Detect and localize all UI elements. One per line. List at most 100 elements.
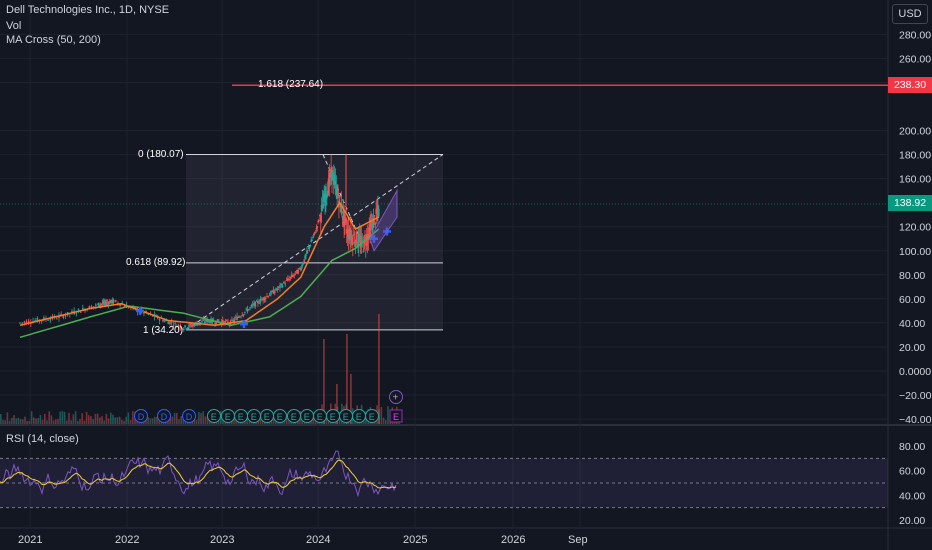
volume-bar: [50, 415, 53, 424]
time-axis-label: Sep: [568, 534, 588, 546]
candle-body: [199, 322, 202, 324]
volume-bar: [63, 411, 66, 424]
event-marker-label: E: [211, 412, 217, 422]
volume-bar: [127, 412, 130, 424]
volume-bar: [30, 411, 33, 424]
candle-body: [305, 254, 307, 256]
volume-bar: [70, 420, 72, 424]
candle-body: [331, 166, 333, 181]
volume-bar: [33, 417, 35, 424]
volume-indicator-label[interactable]: Vol: [6, 20, 22, 32]
candle-body: [266, 295, 268, 297]
candle-body: [292, 275, 294, 277]
volume-bar: [147, 417, 149, 424]
candle-body: [249, 307, 251, 309]
fib-level-0-label: 0 (180.07): [138, 149, 184, 160]
candle-body: [371, 219, 374, 232]
candle-body: [326, 196, 328, 199]
price-axis-tick: 200.00: [899, 126, 931, 138]
candle-body: [332, 171, 334, 181]
price-axis-tick: 60.00: [899, 294, 925, 306]
candle-body: [368, 223, 371, 230]
symbol-title[interactable]: Dell Technologies Inc., 1D, NYSE: [6, 4, 170, 16]
volume-bar: [46, 420, 48, 424]
candle-body: [95, 304, 97, 306]
candle-body: [183, 328, 185, 330]
candle-body: [205, 319, 207, 322]
volume-bar: [0, 414, 2, 424]
rsi-indicator-label[interactable]: RSI (14, close): [6, 433, 79, 445]
candle-body: [143, 312, 145, 314]
candle-body: [326, 191, 329, 197]
candle-body: [362, 251, 364, 253]
price-axis-tick: −20.00: [899, 390, 932, 402]
event-marker-label: E: [343, 412, 349, 422]
volume-bar: [176, 412, 178, 424]
volume-bar: [116, 417, 119, 424]
event-marker-label: E: [238, 412, 244, 422]
volume-bar: [26, 420, 28, 424]
candle-body: [196, 323, 198, 326]
candle-body: [214, 323, 216, 325]
volume-bar: [378, 409, 380, 424]
candle-body: [285, 279, 288, 281]
price-axis-tick: 160.00: [899, 174, 931, 186]
candle-body: [192, 324, 194, 326]
candle-body: [323, 193, 325, 202]
candle-body: [241, 314, 244, 316]
ma-cross-indicator-label[interactable]: MA Cross (50, 200): [6, 34, 101, 46]
volume-bar: [121, 419, 123, 424]
candle-body: [365, 244, 367, 246]
candle-body: [332, 174, 335, 185]
candle-body: [27, 320, 30, 324]
candle-body: [123, 305, 126, 307]
candle-body: [339, 195, 341, 198]
rsi-axis-tick: 60.00: [899, 466, 925, 478]
volume-bar: [57, 419, 59, 424]
event-marker-label: E: [225, 412, 231, 422]
candle-body: [284, 283, 286, 285]
volume-spike-bar: [378, 314, 380, 424]
candle-body: [207, 320, 210, 322]
currency-button[interactable]: USD: [892, 4, 928, 24]
volume-bar: [129, 420, 132, 424]
candle-body: [60, 314, 62, 316]
candle-body: [49, 318, 52, 321]
price-axis-tick: −40.00: [899, 414, 932, 426]
candle-body: [304, 255, 306, 259]
volume-bar: [193, 419, 196, 424]
candle-body: [165, 320, 168, 322]
candle-body: [366, 234, 369, 241]
candle-body: [341, 216, 344, 218]
volume-bar: [145, 420, 147, 424]
volume-bar: [314, 418, 317, 424]
candle-body: [64, 315, 67, 317]
candle-body: [245, 308, 247, 310]
candle-body: [170, 322, 173, 324]
time-axis-label: 2024: [306, 534, 330, 546]
volume-bar: [44, 413, 46, 424]
event-marker-label: E: [304, 412, 310, 422]
price-axis-tick: 20.00: [899, 342, 925, 354]
candle-body: [358, 234, 360, 247]
volume-bar: [114, 417, 116, 424]
add-event-icon: [389, 390, 403, 404]
volume-bar: [206, 416, 209, 424]
candle-body: [329, 173, 332, 179]
candle-body: [336, 191, 338, 199]
candle-body: [276, 289, 279, 291]
event-marker-label: E: [291, 412, 297, 422]
candles: [19, 154, 380, 332]
volume-bar: [6, 412, 9, 424]
add-event-plus: +: [393, 393, 399, 404]
candle-body: [92, 306, 95, 308]
candle-body: [360, 235, 363, 247]
volume-bar: [88, 415, 90, 424]
event-marker-label: D: [138, 412, 145, 422]
candle-body: [167, 321, 169, 325]
candle-body: [307, 247, 310, 249]
candle-body: [177, 325, 180, 327]
candle-body: [58, 315, 60, 319]
candle-body: [111, 300, 113, 304]
